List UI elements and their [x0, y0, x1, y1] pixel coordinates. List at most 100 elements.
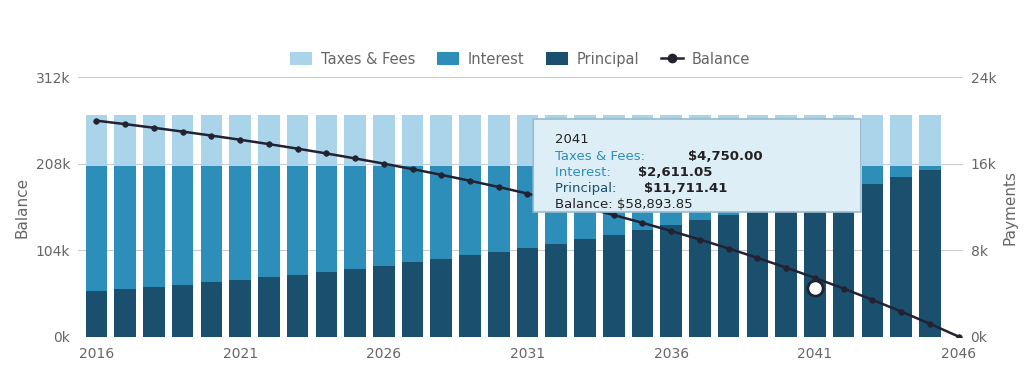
Bar: [229, 280, 251, 337]
Legend: Taxes & Fees, Interest, Principal, Balance: Taxes & Fees, Interest, Principal, Balan…: [285, 46, 756, 73]
Bar: [632, 230, 653, 337]
Bar: [718, 115, 740, 166]
Text: $4,750.00: $4,750.00: [688, 150, 763, 163]
Bar: [746, 166, 768, 209]
Bar: [258, 115, 280, 166]
Bar: [287, 166, 309, 274]
Bar: [546, 244, 567, 337]
Bar: [143, 287, 165, 337]
Bar: [287, 115, 309, 166]
Bar: [200, 115, 222, 166]
Bar: [517, 248, 539, 337]
Bar: [746, 209, 768, 337]
Bar: [229, 115, 251, 166]
Bar: [891, 115, 912, 166]
Bar: [115, 289, 136, 337]
Bar: [115, 166, 136, 289]
Bar: [287, 274, 309, 337]
Bar: [345, 166, 365, 269]
Bar: [603, 115, 624, 166]
Bar: [804, 166, 826, 197]
Bar: [689, 220, 711, 337]
Bar: [488, 252, 510, 337]
Bar: [891, 166, 912, 177]
Bar: [401, 262, 423, 337]
Bar: [862, 184, 883, 337]
Bar: [920, 170, 940, 337]
Bar: [229, 166, 251, 280]
Bar: [632, 166, 653, 230]
Bar: [775, 115, 797, 166]
Bar: [804, 197, 826, 337]
Bar: [660, 166, 682, 225]
Bar: [171, 166, 193, 285]
Bar: [200, 166, 222, 282]
Bar: [86, 291, 107, 337]
Bar: [316, 272, 337, 337]
Bar: [804, 115, 826, 166]
Bar: [775, 166, 797, 203]
Bar: [258, 277, 280, 337]
Bar: [430, 115, 452, 166]
Text: Interest:: Interest:: [555, 166, 615, 179]
Bar: [920, 115, 940, 166]
Bar: [746, 115, 768, 166]
Bar: [833, 166, 854, 191]
Bar: [546, 115, 567, 166]
Bar: [718, 166, 740, 215]
Bar: [430, 166, 452, 259]
Bar: [775, 203, 797, 337]
Text: Taxes & Fees:: Taxes & Fees:: [555, 150, 649, 163]
Bar: [488, 115, 510, 166]
Bar: [171, 285, 193, 337]
Bar: [488, 166, 510, 252]
Bar: [603, 166, 624, 235]
Bar: [574, 166, 595, 240]
Bar: [373, 115, 394, 166]
Bar: [171, 115, 193, 166]
Bar: [689, 115, 711, 166]
Text: 2041: 2041: [555, 133, 588, 146]
Y-axis label: Payments: Payments: [1002, 170, 1017, 244]
Bar: [373, 166, 394, 265]
Bar: [143, 115, 165, 166]
Bar: [401, 166, 423, 262]
Bar: [833, 115, 854, 166]
Bar: [345, 269, 365, 337]
Text: $11,711.41: $11,711.41: [644, 182, 728, 196]
Bar: [459, 166, 481, 255]
Bar: [862, 115, 883, 166]
Bar: [718, 215, 740, 337]
Bar: [373, 265, 394, 337]
Bar: [689, 166, 711, 220]
Bar: [891, 177, 912, 337]
Bar: [920, 166, 940, 170]
Bar: [574, 115, 595, 166]
Text: Balance: $58,893.85: Balance: $58,893.85: [555, 199, 692, 211]
Bar: [258, 166, 280, 277]
Bar: [660, 115, 682, 166]
Bar: [833, 191, 854, 337]
FancyBboxPatch shape: [534, 119, 861, 212]
Bar: [401, 115, 423, 166]
Bar: [603, 235, 624, 337]
Bar: [632, 115, 653, 166]
Bar: [200, 282, 222, 337]
Bar: [143, 166, 165, 287]
Bar: [115, 115, 136, 166]
Bar: [574, 240, 595, 337]
Bar: [660, 225, 682, 337]
Bar: [459, 255, 481, 337]
Bar: [86, 166, 107, 291]
Bar: [430, 259, 452, 337]
Bar: [459, 115, 481, 166]
Bar: [546, 166, 567, 244]
Bar: [316, 115, 337, 166]
Text: $2,611.05: $2,611.05: [638, 166, 712, 179]
Bar: [517, 115, 539, 166]
Bar: [86, 115, 107, 166]
Bar: [862, 166, 883, 184]
Bar: [316, 166, 337, 272]
Bar: [517, 166, 539, 248]
Text: Principal:: Principal:: [555, 182, 620, 196]
